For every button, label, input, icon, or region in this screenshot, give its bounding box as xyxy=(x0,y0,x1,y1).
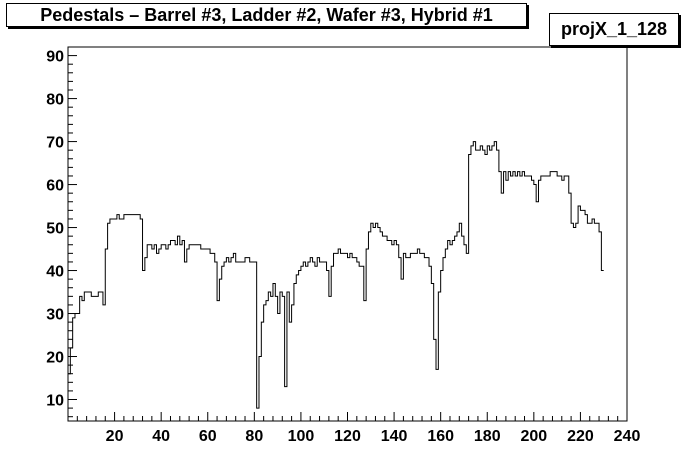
x-tick-label: 160 xyxy=(427,428,454,445)
x-tick-label: 80 xyxy=(245,428,263,445)
plot-frame xyxy=(67,46,628,422)
x-tick-label: 60 xyxy=(199,428,217,445)
y-tick-label: 30 xyxy=(46,307,64,324)
y-tick-label: 70 xyxy=(46,135,64,152)
y-tick-label: 60 xyxy=(46,178,64,195)
y-tick-label: 20 xyxy=(46,350,64,367)
x-tick-label: 140 xyxy=(381,428,408,445)
chart-title: Pedestals – Barrel #3, Ladder #2, Wafer … xyxy=(6,3,527,27)
y-tick-label: 80 xyxy=(46,92,64,109)
x-tick-label: 20 xyxy=(106,428,124,445)
x-tick-label: 240 xyxy=(614,428,641,445)
x-tick-label: 120 xyxy=(334,428,361,445)
histogram-series-line xyxy=(68,141,604,409)
y-tick-label: 50 xyxy=(46,221,64,238)
x-tick-label: 100 xyxy=(288,428,315,445)
y-tick-label: 10 xyxy=(46,393,64,410)
x-tick-label: 40 xyxy=(152,428,170,445)
x-tick-label: 200 xyxy=(520,428,547,445)
x-tick-label: 220 xyxy=(567,428,594,445)
x-tick-label: 180 xyxy=(474,428,501,445)
histogram-name-box: projX_1_128 xyxy=(549,13,679,46)
y-tick-label: 40 xyxy=(46,264,64,281)
y-tick-label: 90 xyxy=(46,49,64,66)
